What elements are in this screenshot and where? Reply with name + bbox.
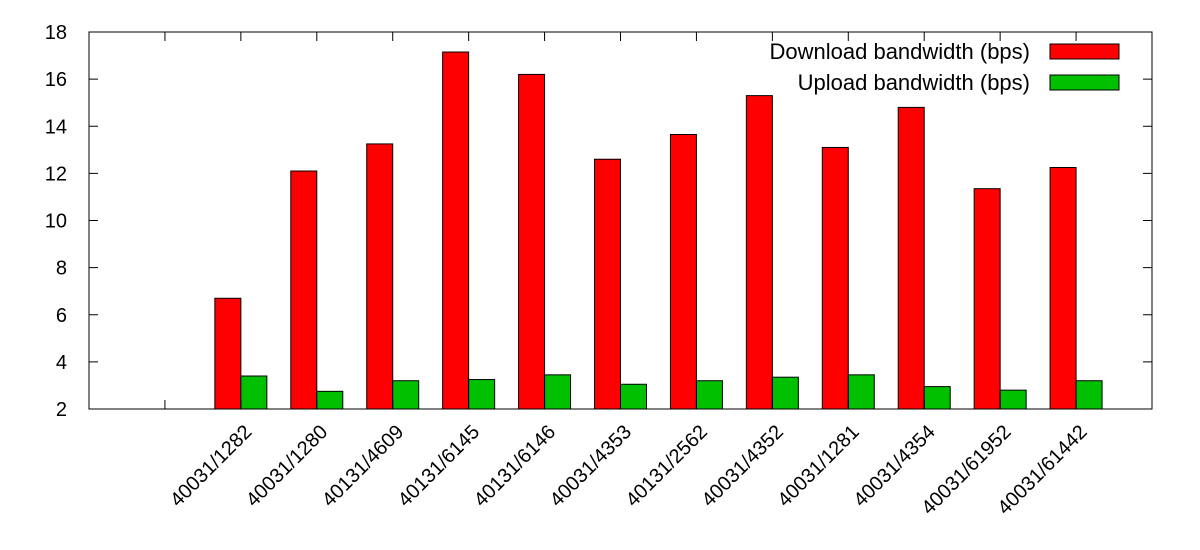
y-tick-label: 4	[56, 352, 67, 374]
upload-bar	[771, 376, 799, 410]
upload-bar	[392, 380, 420, 410]
upload-bar	[695, 380, 723, 410]
y-tick-label: 14	[45, 116, 67, 138]
download-bar	[973, 188, 1001, 410]
legend-swatch	[1049, 74, 1120, 91]
upload-bar	[240, 375, 268, 410]
upload-bar	[468, 379, 496, 410]
download-bar	[442, 51, 470, 410]
upload-bar	[1075, 380, 1103, 410]
y-tick-label: 18	[45, 22, 67, 44]
download-bar	[821, 146, 849, 410]
legend: Download bandwidth (bps) Upload bandwidth…	[770, 39, 1120, 95]
upload-bar	[316, 390, 344, 410]
download-bar	[594, 158, 621, 410]
y-tick-label: 8	[56, 258, 67, 280]
y-tick-label: 10	[45, 211, 67, 233]
download-bar	[366, 143, 394, 410]
y-tick-label: 12	[45, 163, 67, 185]
legend-label: Upload bandwidth (bps)	[798, 70, 1030, 95]
download-bar	[745, 95, 773, 410]
upload-bar	[847, 374, 875, 410]
bars-layer	[214, 51, 1103, 410]
upload-bar	[620, 383, 647, 410]
upload-bar	[923, 386, 951, 410]
legend-swatch	[1049, 43, 1120, 60]
y-tick-label: 2	[56, 399, 67, 421]
upload-bar	[999, 389, 1027, 410]
y-tick-label: 6	[56, 305, 67, 327]
download-bar	[669, 133, 697, 410]
y-axis: 2 4 6 8 10 12 14 16 18	[45, 22, 1152, 421]
y-tick-label: 16	[45, 69, 67, 91]
download-bar	[518, 73, 546, 410]
download-bar	[897, 106, 925, 410]
legend-label: Download bandwidth (bps)	[770, 39, 1031, 64]
upload-bar	[544, 374, 572, 410]
download-bar	[1049, 166, 1077, 410]
download-bar	[214, 297, 242, 410]
download-bar	[290, 170, 318, 410]
